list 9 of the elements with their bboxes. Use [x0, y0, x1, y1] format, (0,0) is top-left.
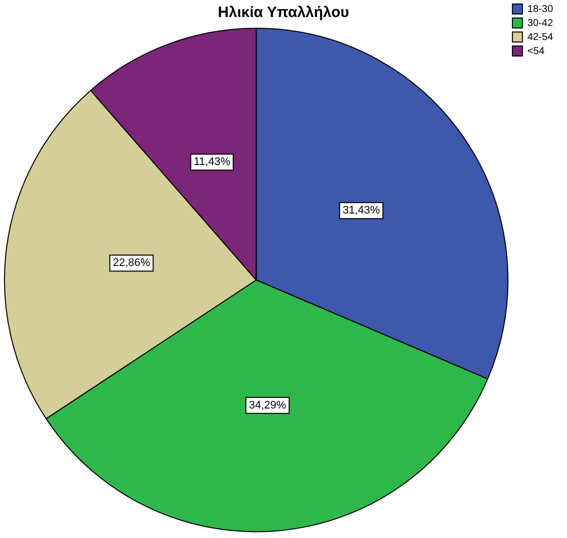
legend-label: 42-54 [527, 32, 554, 43]
chart-title: Ηλικία Υπαλλήλου [218, 4, 350, 22]
legend-label: <54 [527, 46, 545, 57]
data-label: 34,29% [248, 399, 286, 412]
data-label: 11,43% [194, 156, 230, 168]
data-label: 22,86% [112, 257, 150, 270]
legend-label: 18-30 [527, 4, 554, 15]
data-label: 31,43% [342, 204, 380, 217]
legend-label: 30-42 [527, 18, 554, 29]
